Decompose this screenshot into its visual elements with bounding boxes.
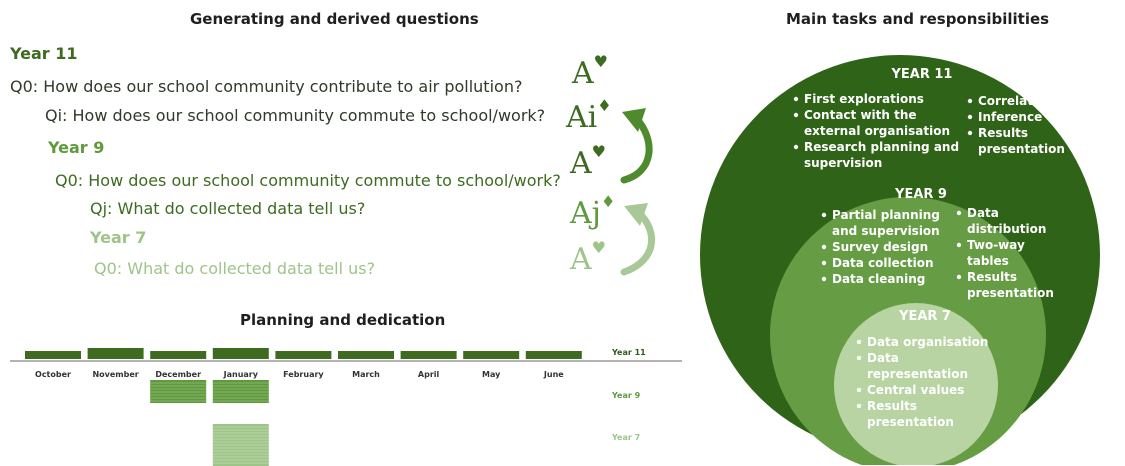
heart-icon: ♥ bbox=[591, 238, 607, 257]
symbol-a-heart-1: A♥ bbox=[572, 52, 609, 91]
symbol-ai-diamond: Ai♦ bbox=[566, 96, 612, 135]
month-label: February bbox=[283, 370, 324, 379]
planning-title: Planning and dedication bbox=[240, 311, 446, 329]
symbol-aj-diamond: Aj♦ bbox=[570, 192, 616, 231]
year11-label: Year 11 bbox=[10, 44, 78, 63]
responsibility-circles: YEAR 11 First explorations Contact with t… bbox=[700, 55, 1100, 465]
diamond-icon: ♦ bbox=[597, 96, 612, 115]
task-item: Partial planning bbox=[832, 208, 940, 222]
bullet-icon bbox=[856, 387, 862, 393]
month-label: April bbox=[418, 370, 440, 379]
task-item: Data organisation bbox=[867, 335, 988, 349]
timeline-bar bbox=[275, 351, 332, 359]
responsibilities-title: Main tasks and responsibilities bbox=[786, 10, 1050, 28]
symbol-a-heart-3: A♥ bbox=[570, 238, 607, 277]
month-label: January bbox=[223, 370, 259, 379]
year11-circle-title: YEAR 11 bbox=[891, 67, 953, 82]
heart-icon: ♥ bbox=[591, 142, 607, 161]
month-label: December bbox=[155, 370, 201, 379]
row-label: Year 11 bbox=[611, 348, 646, 357]
row-label: Year 9 bbox=[611, 391, 641, 400]
year9-label: Year 9 bbox=[48, 138, 105, 157]
task-item: Results bbox=[967, 270, 1017, 284]
task-item: tables bbox=[967, 254, 1009, 268]
task-item: Inference bbox=[978, 110, 1042, 124]
task-item: Correlation bbox=[978, 94, 1054, 108]
month-label: March bbox=[352, 370, 380, 379]
question-q0-year11: Q0: How does our school community contri… bbox=[10, 77, 523, 96]
curved-arrow-up-icon bbox=[620, 208, 656, 276]
task-item: and supervision bbox=[832, 224, 940, 238]
task-item: Survey design bbox=[832, 240, 928, 254]
timeline-bar bbox=[87, 348, 144, 359]
bullet-icon bbox=[793, 144, 799, 150]
bullet-icon bbox=[956, 274, 962, 280]
bullet-icon bbox=[793, 96, 799, 102]
bullet-icon bbox=[967, 114, 973, 120]
timeline-bar bbox=[338, 351, 394, 359]
task-item: Data bbox=[967, 206, 999, 220]
timeline-bar bbox=[463, 351, 520, 359]
month-label: May bbox=[482, 370, 501, 379]
row-label: Year 7 bbox=[611, 433, 640, 442]
timeline-bar bbox=[212, 380, 269, 403]
bullet-icon bbox=[856, 355, 862, 361]
question-qi-year11: Qi: How does our school community commut… bbox=[45, 106, 546, 125]
bullet-icon bbox=[821, 244, 827, 250]
curved-arrow-up-icon bbox=[620, 114, 653, 184]
year7-circle-title: YEAR 7 bbox=[898, 309, 951, 324]
question-q0-year9: Q0: How does our school community commut… bbox=[55, 171, 561, 190]
bullet-icon bbox=[793, 112, 799, 118]
timeline-bar bbox=[212, 348, 269, 359]
year7-circle bbox=[834, 303, 998, 465]
task-item: presentation bbox=[967, 286, 1054, 300]
task-item: First explorations bbox=[804, 92, 924, 106]
bullet-icon bbox=[856, 339, 862, 345]
task-item: supervision bbox=[804, 156, 882, 170]
task-item: Data cleaning bbox=[832, 272, 925, 286]
bullet-icon bbox=[821, 276, 827, 282]
heart-icon: ♥ bbox=[593, 52, 609, 71]
timeline-bar bbox=[212, 424, 269, 466]
bullet-icon bbox=[956, 242, 962, 248]
bullet-icon bbox=[821, 260, 827, 266]
year9-circle-title: YEAR 9 bbox=[894, 187, 947, 202]
symbol-a-heart-2: A♥ bbox=[570, 142, 607, 181]
year7-label: Year 7 bbox=[90, 228, 147, 247]
month-label: November bbox=[92, 370, 138, 379]
task-item: Research planning and bbox=[804, 140, 959, 154]
question-q0-year7: Q0: What do collected data tell us? bbox=[94, 259, 376, 278]
task-item: Data bbox=[867, 351, 899, 365]
task-item: Contact with the bbox=[804, 108, 917, 122]
task-item: presentation bbox=[867, 415, 954, 429]
bullet-icon bbox=[856, 403, 862, 409]
task-item: external organisation bbox=[804, 124, 950, 138]
task-item: Results bbox=[978, 126, 1028, 140]
bullet-icon bbox=[967, 98, 973, 104]
question-qj-year9: Qj: What do collected data tell us? bbox=[90, 199, 366, 218]
task-item: representation bbox=[867, 367, 968, 381]
questions-title: Generating and derived questions bbox=[190, 10, 479, 28]
timeline-bar bbox=[400, 351, 457, 359]
bullet-icon bbox=[956, 210, 962, 216]
arrowhead-icon bbox=[622, 108, 646, 132]
timeline-bar bbox=[25, 351, 81, 359]
bullet-icon bbox=[967, 130, 973, 136]
timeline-bar bbox=[150, 351, 207, 359]
task-item: Central values bbox=[867, 383, 964, 397]
timeline-bar bbox=[525, 351, 582, 359]
arrowhead-icon bbox=[624, 203, 648, 226]
task-item: presentation bbox=[978, 142, 1065, 156]
diamond-icon: ♦ bbox=[600, 192, 616, 211]
task-item: distribution bbox=[967, 222, 1046, 236]
task-item: Two-way bbox=[967, 238, 1025, 252]
month-label: October bbox=[35, 370, 71, 379]
month-label: June bbox=[543, 370, 564, 379]
timeline-bar bbox=[150, 380, 207, 403]
bullet-icon bbox=[821, 212, 827, 218]
task-item: Data collection bbox=[832, 256, 934, 270]
curved-arrows bbox=[620, 108, 656, 276]
planning-timeline: October November December January February Ma… bbox=[10, 348, 682, 466]
task-item: Results bbox=[867, 399, 917, 413]
